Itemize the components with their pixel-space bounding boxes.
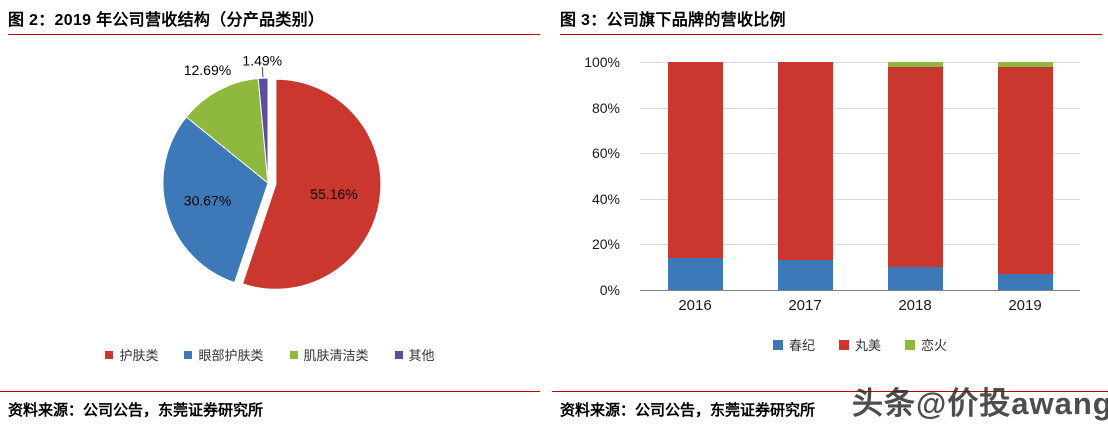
legend-item-丸美: 丸美 <box>838 335 881 354</box>
legend-label: 其他 <box>408 348 435 363</box>
bar-segment-恋火 <box>887 62 943 67</box>
legend-marker <box>905 339 915 350</box>
legend-label: 恋火 <box>921 338 948 353</box>
bar-segment-春纪 <box>887 267 943 290</box>
left-source-rule <box>0 391 540 392</box>
x-axis-label: 2018 <box>898 297 932 314</box>
legend-label: 丸美 <box>854 338 881 353</box>
legend-marker <box>394 350 403 359</box>
pie-slice-护肤类 <box>241 78 382 290</box>
gridline <box>640 107 1080 109</box>
legend-item-护肤类: 护肤类 <box>105 345 158 364</box>
bar-segment-丸美 <box>887 66 943 268</box>
bars-area <box>640 62 1080 290</box>
bar-segment-春纪 <box>667 258 723 290</box>
pie-value-label: 55.16% <box>310 186 357 202</box>
right-source-text: 资料来源：公司公告，东莞证券研究所 <box>560 402 816 419</box>
right-title-rule <box>560 34 1102 35</box>
legend-label: 护肤类 <box>119 348 159 363</box>
pie-slice-肌肤清洁类 <box>185 77 269 185</box>
stacked-bar-2018 <box>887 62 943 290</box>
bar-slot-2018 <box>860 62 970 290</box>
stacked-bar-2019 <box>997 62 1053 290</box>
y-axis-tick-label: 80% <box>591 99 620 116</box>
bar-segment-丸美 <box>997 66 1053 275</box>
legend-item-春纪: 春纪 <box>772 335 815 354</box>
right-figure-title: 图 3：公司旗下品牌的营收比例 <box>560 12 786 29</box>
legend-item-肌肤清洁类: 肌肤清洁类 <box>289 345 369 364</box>
x-axis-label: 2016 <box>678 297 712 314</box>
x-axis-label: 2019 <box>1008 297 1042 314</box>
bar-segment-恋火 <box>997 62 1053 67</box>
bar-segment-丸美 <box>667 62 723 259</box>
right-source-rule <box>552 391 1108 392</box>
stacked-bar-2017 <box>777 62 833 290</box>
legend-label: 眼部护肤类 <box>198 348 264 363</box>
left-source-text: 资料来源：公司公告，东莞证券研究所 <box>8 402 264 419</box>
pie-legend: 护肤类 眼部护肤类 肌肤清洁类 其他 <box>20 345 520 364</box>
bar-slot-2016 <box>640 62 750 290</box>
watermark: 头条@价投awang <box>852 386 1108 421</box>
gridline <box>640 62 1080 63</box>
bar-segment-丸美 <box>777 62 833 261</box>
gridline <box>640 153 1080 155</box>
legend-marker <box>772 339 783 350</box>
bar-chart-y-axis: 100% 80% 60% 40% 20% 0% <box>556 54 626 298</box>
legend-marker <box>105 350 114 359</box>
y-axis-tick-label: 60% <box>591 145 620 162</box>
legend-item-恋火: 恋火 <box>905 335 947 354</box>
legend-item-其他: 其他 <box>394 345 435 364</box>
y-axis-tick-label: 40% <box>591 190 620 207</box>
bar-slot-2017 <box>750 62 860 290</box>
y-axis-tick-label: 0% <box>599 282 620 298</box>
pie-value-label: 1.49% <box>242 52 282 68</box>
y-axis-tick-label: 20% <box>591 236 620 253</box>
bar-chart-plot <box>640 62 1080 291</box>
pie-chart: 55.16% 30.67% 12.69% 1.49% <box>162 52 382 290</box>
gridline <box>640 198 1080 200</box>
bar-chart-x-axis: 2016 2017 2018 2019 <box>640 297 1080 314</box>
bar-segment-春纪 <box>777 260 833 290</box>
pie-value-label: 12.69% <box>184 62 231 78</box>
pie-slice-其他 <box>257 77 269 184</box>
y-axis-tick-label: 100% <box>584 54 620 70</box>
legend-label: 春纪 <box>788 338 815 353</box>
bar-legend: 春纪 丸美 恋火 <box>640 335 1080 354</box>
legend-marker <box>289 350 298 359</box>
legend-label: 肌肤清洁类 <box>303 348 369 363</box>
bar-segment-春纪 <box>997 274 1053 290</box>
bar-slot-2019 <box>970 62 1080 290</box>
legend-item-眼部护肤类: 眼部护肤类 <box>184 345 264 364</box>
legend-marker <box>184 350 193 359</box>
x-axis-line <box>640 290 1080 291</box>
pie-slice-眼部护肤类 <box>162 116 269 284</box>
left-title-rule <box>8 34 540 35</box>
pie-label-leader-line <box>261 67 264 78</box>
pie-value-label: 30.67% <box>184 193 231 209</box>
stacked-bar-2016 <box>667 62 723 290</box>
gridline <box>640 244 1080 246</box>
legend-marker <box>838 339 849 350</box>
x-axis-label: 2017 <box>788 297 822 314</box>
left-figure-title: 图 2：2019 年公司营收结构（分产品类别） <box>8 12 325 29</box>
